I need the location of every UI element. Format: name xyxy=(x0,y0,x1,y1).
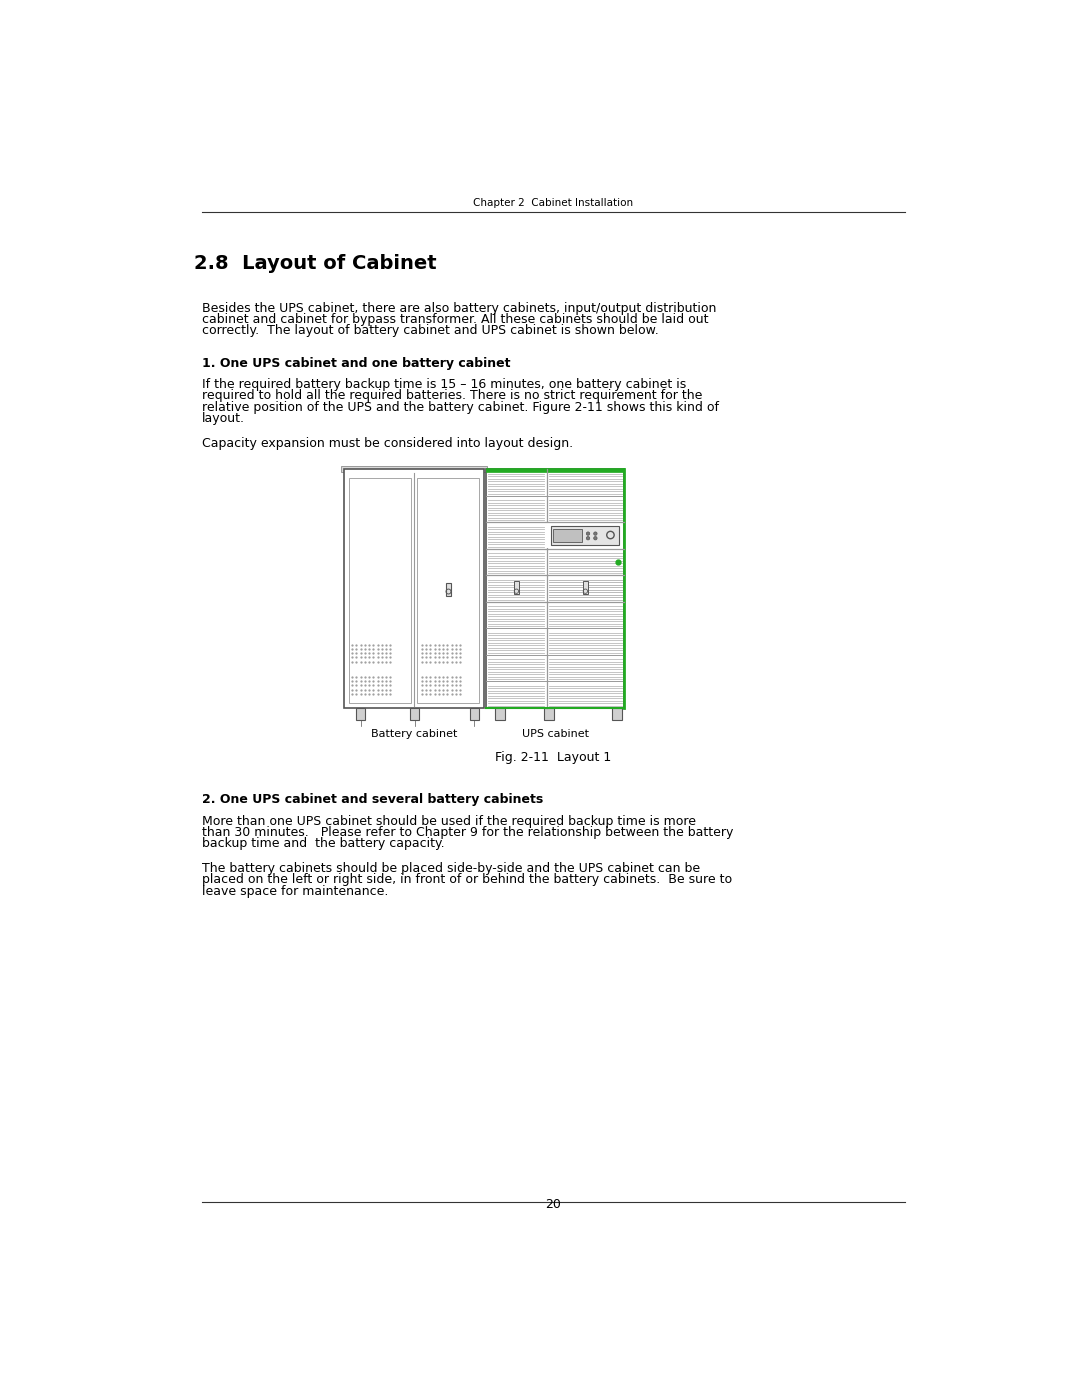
Bar xyxy=(583,581,589,594)
Text: UPS cabinet: UPS cabinet xyxy=(522,729,589,739)
Text: 2.8  Layout of Cabinet: 2.8 Layout of Cabinet xyxy=(194,254,436,272)
Text: Capacity expansion must be considered into layout design.: Capacity expansion must be considered in… xyxy=(202,437,572,450)
Bar xyxy=(356,708,365,719)
Text: Battery cabinet: Battery cabinet xyxy=(370,729,457,739)
Bar xyxy=(470,708,480,719)
Text: relative position of the UPS and the battery cabinet. Figure 2-11 shows this kin: relative position of the UPS and the bat… xyxy=(202,401,718,414)
Circle shape xyxy=(586,532,590,535)
Text: Chapter 2  Cabinet Installation: Chapter 2 Cabinet Installation xyxy=(473,198,634,208)
Bar xyxy=(612,708,622,719)
Bar xyxy=(410,708,419,719)
Bar xyxy=(551,527,619,545)
Bar xyxy=(487,522,623,548)
Text: 1. One UPS cabinet and one battery cabinet: 1. One UPS cabinet and one battery cabin… xyxy=(202,356,510,370)
Bar xyxy=(345,469,484,708)
Bar xyxy=(349,478,410,703)
Text: If the required battery backup time is 15 – 16 minutes, one battery cabinet is: If the required battery backup time is 1… xyxy=(202,379,686,391)
Bar xyxy=(544,708,554,719)
Text: layout.: layout. xyxy=(202,412,245,425)
Text: 20: 20 xyxy=(545,1199,562,1211)
Bar xyxy=(553,529,581,542)
Text: More than one UPS cabinet should be used if the required backup time is more: More than one UPS cabinet should be used… xyxy=(202,814,696,828)
Circle shape xyxy=(594,536,597,539)
Text: Fig. 2-11  Layout 1: Fig. 2-11 Layout 1 xyxy=(496,752,611,764)
Bar xyxy=(514,581,519,594)
Bar xyxy=(496,708,504,719)
Text: The battery cabinets should be placed side-by-side and the UPS cabinet can be: The battery cabinets should be placed si… xyxy=(202,862,700,875)
Bar xyxy=(487,576,546,601)
Bar xyxy=(446,583,451,597)
Text: required to hold all the required batteries. There is no strict requirement for : required to hold all the required batter… xyxy=(202,390,702,402)
Text: placed on the left or right side, in front of or behind the battery cabinets.  B: placed on the left or right side, in fro… xyxy=(202,873,732,886)
Bar xyxy=(417,478,480,703)
Text: than 30 minutes.   Please refer to Chapter 9 for the relationship between the ba: than 30 minutes. Please refer to Chapter… xyxy=(202,826,733,840)
Text: Besides the UPS cabinet, there are also battery cabinets, input/output distribut: Besides the UPS cabinet, there are also … xyxy=(202,302,716,314)
Text: cabinet and cabinet for bypass transformer. All these cabinets should be laid ou: cabinet and cabinet for bypass transform… xyxy=(202,313,708,326)
Bar xyxy=(341,467,487,472)
Text: correctly.  The layout of battery cabinet and UPS cabinet is shown below.: correctly. The layout of battery cabinet… xyxy=(202,324,659,337)
Text: 2. One UPS cabinet and several battery cabinets: 2. One UPS cabinet and several battery c… xyxy=(202,793,543,806)
Circle shape xyxy=(586,536,590,539)
Text: backup time and  the battery capacity.: backup time and the battery capacity. xyxy=(202,837,444,851)
Bar xyxy=(486,469,624,708)
Circle shape xyxy=(594,532,597,535)
Bar xyxy=(486,468,624,472)
Text: leave space for maintenance.: leave space for maintenance. xyxy=(202,884,388,897)
